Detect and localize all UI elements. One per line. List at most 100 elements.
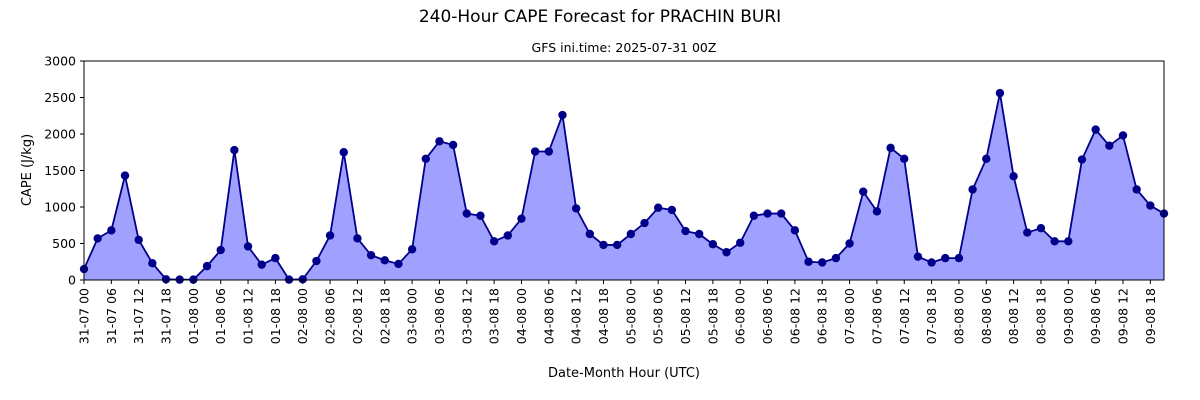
data-point <box>530 147 540 156</box>
x-tick-label: 01-08 06 <box>213 288 228 344</box>
data-point <box>230 145 239 155</box>
data-point <box>216 245 225 255</box>
x-tick-label: 03-08 12 <box>459 288 474 344</box>
data-point <box>435 137 444 146</box>
data-point <box>448 140 458 150</box>
x-tick-label: 04-08 18 <box>596 288 611 344</box>
x-tick-label: 02-08 00 <box>295 288 310 344</box>
data-point <box>366 250 376 260</box>
data-point <box>571 204 581 213</box>
chart-title: 240-Hour CAPE Forecast for PRACHIN BURI <box>419 7 781 27</box>
data-point <box>1077 155 1087 164</box>
data-point <box>913 252 923 261</box>
data-point <box>831 253 841 263</box>
data-point <box>271 253 280 263</box>
x-tick-label: 04-08 00 <box>514 288 529 344</box>
data-point <box>777 209 786 218</box>
x-tick-label: 08-08 06 <box>979 288 994 344</box>
x-tick-label: 02-08 12 <box>350 288 365 344</box>
y-tick-label: 1000 <box>44 200 76 215</box>
data-point <box>818 258 827 267</box>
y-tick-label: 2500 <box>44 90 76 105</box>
data-point <box>503 231 512 240</box>
data-point <box>886 143 895 153</box>
y-tick-label: 2000 <box>44 127 76 142</box>
data-point <box>1105 141 1114 150</box>
x-tick-label: 03-08 06 <box>432 288 447 344</box>
data-point <box>517 214 526 223</box>
data-point <box>93 234 102 243</box>
x-tick-label: 01-08 18 <box>268 288 283 344</box>
data-point <box>667 205 677 215</box>
data-point <box>640 218 649 228</box>
data-point <box>763 209 772 218</box>
data-point <box>749 211 759 220</box>
data-point <box>859 187 868 196</box>
data-point <box>982 154 991 164</box>
plot-area: 0 500 1000 1500 2000 2500 3000 31-07 00 31-07 06… <box>44 54 1169 344</box>
data-point <box>1146 201 1155 210</box>
data-point <box>1023 228 1032 237</box>
x-tick-label: 05-08 00 <box>623 288 638 344</box>
x-tick-label: 07-08 12 <box>897 288 912 344</box>
data-point <box>476 211 485 220</box>
data-point <box>708 240 718 249</box>
x-axis-label: Date-Month Hour (UTC) <box>548 366 700 381</box>
data-point <box>407 245 417 254</box>
x-tick-label: 31-07 18 <box>159 288 174 344</box>
y-axis-label: CAPE (J/kg) <box>20 134 35 206</box>
data-point <box>1091 125 1100 134</box>
data-point <box>1064 237 1073 246</box>
data-point <box>1118 131 1128 140</box>
x-tick-label: 08-08 12 <box>1006 288 1021 344</box>
y-tick-label: 3000 <box>44 54 76 69</box>
data-point <box>626 229 636 239</box>
data-point <box>134 235 143 245</box>
x-tick-label: 06-08 12 <box>787 288 802 344</box>
x-tick-label: 31-07 00 <box>77 288 92 344</box>
data-point <box>612 240 622 250</box>
data-point <box>941 253 950 263</box>
y-tick-label: 0 <box>68 273 76 288</box>
data-point <box>736 238 745 247</box>
data-point <box>927 258 936 267</box>
y-tick-label: 1500 <box>44 163 76 178</box>
data-point <box>872 207 882 216</box>
cape-area-fill <box>84 93 1164 281</box>
data-point <box>599 240 608 250</box>
y-tick-label: 500 <box>52 236 76 251</box>
data-point <box>353 234 362 243</box>
data-point <box>968 185 977 194</box>
data-point <box>558 110 567 120</box>
data-point <box>394 259 403 269</box>
data-point <box>421 154 430 164</box>
data-point <box>1050 237 1059 246</box>
data-point <box>1132 185 1141 194</box>
x-tick-label: 03-08 18 <box>487 288 502 344</box>
data-point <box>845 239 854 248</box>
data-point <box>900 154 909 164</box>
data-point <box>489 237 499 246</box>
x-tick-label: 02-08 06 <box>323 288 338 344</box>
x-tick-label: 01-08 12 <box>241 288 256 344</box>
x-tick-label: 09-08 12 <box>1115 288 1130 344</box>
x-tick-label: 05-08 06 <box>651 288 666 344</box>
data-point <box>298 275 307 284</box>
data-point <box>804 257 813 266</box>
x-tick-label: 06-08 00 <box>733 288 748 344</box>
x-tick-label: 01-08 00 <box>186 288 201 344</box>
x-tick-label: 04-08 12 <box>569 288 584 344</box>
data-point <box>681 226 690 236</box>
data-point <box>995 88 1005 98</box>
data-point <box>722 248 731 257</box>
x-tick-label: 07-08 00 <box>842 288 857 344</box>
data-point <box>148 259 157 268</box>
data-point <box>120 171 130 180</box>
x-tick-label: 08-08 00 <box>951 288 966 344</box>
x-tick-label: 07-08 18 <box>924 288 939 344</box>
x-tick-label: 03-08 00 <box>405 288 420 344</box>
data-point <box>312 256 321 266</box>
x-tick-label: 06-08 06 <box>760 288 775 344</box>
data-point <box>585 229 595 239</box>
